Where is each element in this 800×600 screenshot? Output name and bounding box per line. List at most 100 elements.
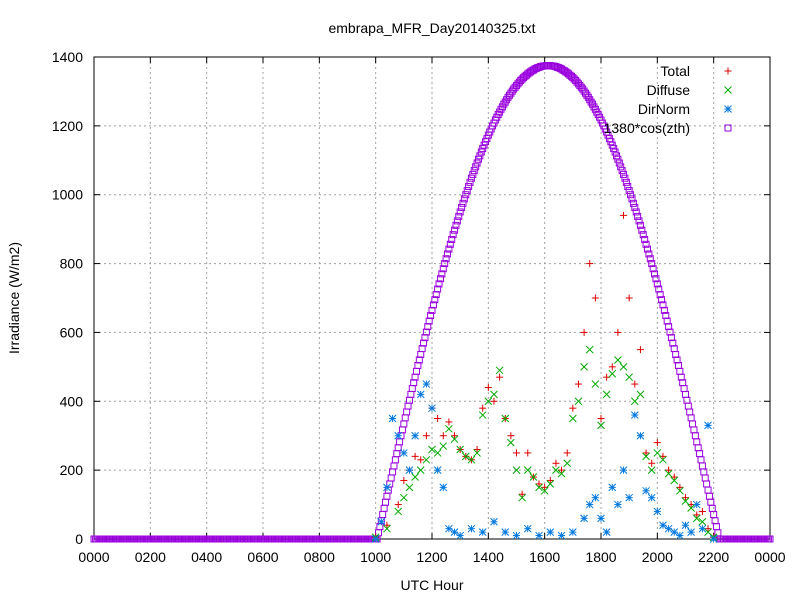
data-point [435,280,443,288]
data-point [460,195,468,203]
data-point [557,531,566,540]
data-point [382,498,390,506]
data-point [433,466,442,474]
data-point [585,500,594,509]
data-point [422,380,431,388]
data-point [670,528,679,536]
data-point [501,528,510,536]
x-tick-label: 1000 [360,549,391,565]
data-point [614,155,622,163]
data-point [501,414,510,423]
legend: Total Diffuse DirNorm 1380*cos(zth) [604,63,732,136]
data-point [387,474,395,482]
data-point [704,421,712,430]
data-point [651,270,659,278]
data-point [461,452,470,461]
data-point [470,167,478,175]
data-point [647,493,656,502]
data-point [458,203,466,211]
data-point [619,466,628,474]
data-point [507,438,515,447]
data-point [496,373,504,381]
data-point [689,420,697,428]
data-point [574,380,582,388]
data-point [396,438,404,446]
data-point [676,531,684,540]
data-point [422,455,431,464]
data-point [429,301,437,309]
data-marks [90,62,774,543]
data-point [557,469,566,478]
data-point [405,466,414,474]
data-point [636,346,644,354]
data-point [466,178,474,186]
data-point [656,291,664,299]
data-point [707,498,715,506]
data-point [683,396,691,404]
data-point [580,363,588,371]
data-point [563,459,572,468]
data-point [641,235,649,243]
data-point [401,414,409,422]
data-point [456,445,465,454]
data-point [712,523,720,531]
data-point [696,450,704,458]
data-point [653,280,661,288]
data-point [642,486,650,495]
data-point [442,255,450,263]
data-point [446,240,454,248]
data-point [535,480,543,488]
data-point [456,208,464,216]
data-point [558,466,566,474]
legend-marker [724,124,732,132]
data-point [450,435,459,444]
data-point [705,492,713,500]
data-point [692,514,701,523]
data-point [608,369,617,378]
data-point [614,500,622,509]
data-point [625,187,633,195]
data-point [642,452,650,461]
data-point [614,356,622,364]
data-point [630,397,639,406]
data-point [546,480,555,488]
data-point [649,265,657,273]
data-point [692,500,701,509]
y-tick-label: 0 [75,531,83,547]
data-point [439,432,447,440]
data-point [676,486,684,495]
data-point [439,442,448,450]
data-point [680,385,688,393]
data-point [452,221,460,229]
data-point [518,490,526,498]
data-point [390,462,398,470]
data-point [636,221,644,229]
data-point [469,170,477,178]
chart-title: embrapa_MFR_Day20140325.txt [328,20,535,36]
data-point [659,455,667,464]
data-point [379,511,387,519]
data-point [687,528,695,536]
data-point [546,476,554,484]
data-point [449,231,457,239]
legend-label: Total [660,63,690,79]
data-point [608,363,616,371]
data-point [383,483,391,492]
legend-marker [724,86,732,94]
data-point [693,438,701,446]
data-point [647,466,656,474]
data-point [686,408,694,416]
data-point [698,462,706,470]
data-point [602,528,611,536]
data-point [694,444,702,452]
data-point [704,486,712,494]
data-point [518,493,526,502]
data-point [513,449,520,457]
data-point [413,367,421,375]
data-point [643,245,651,253]
data-point [408,385,416,393]
data-point [698,517,707,526]
data-point [591,380,600,388]
data-point [445,418,453,426]
data-point [383,524,391,533]
